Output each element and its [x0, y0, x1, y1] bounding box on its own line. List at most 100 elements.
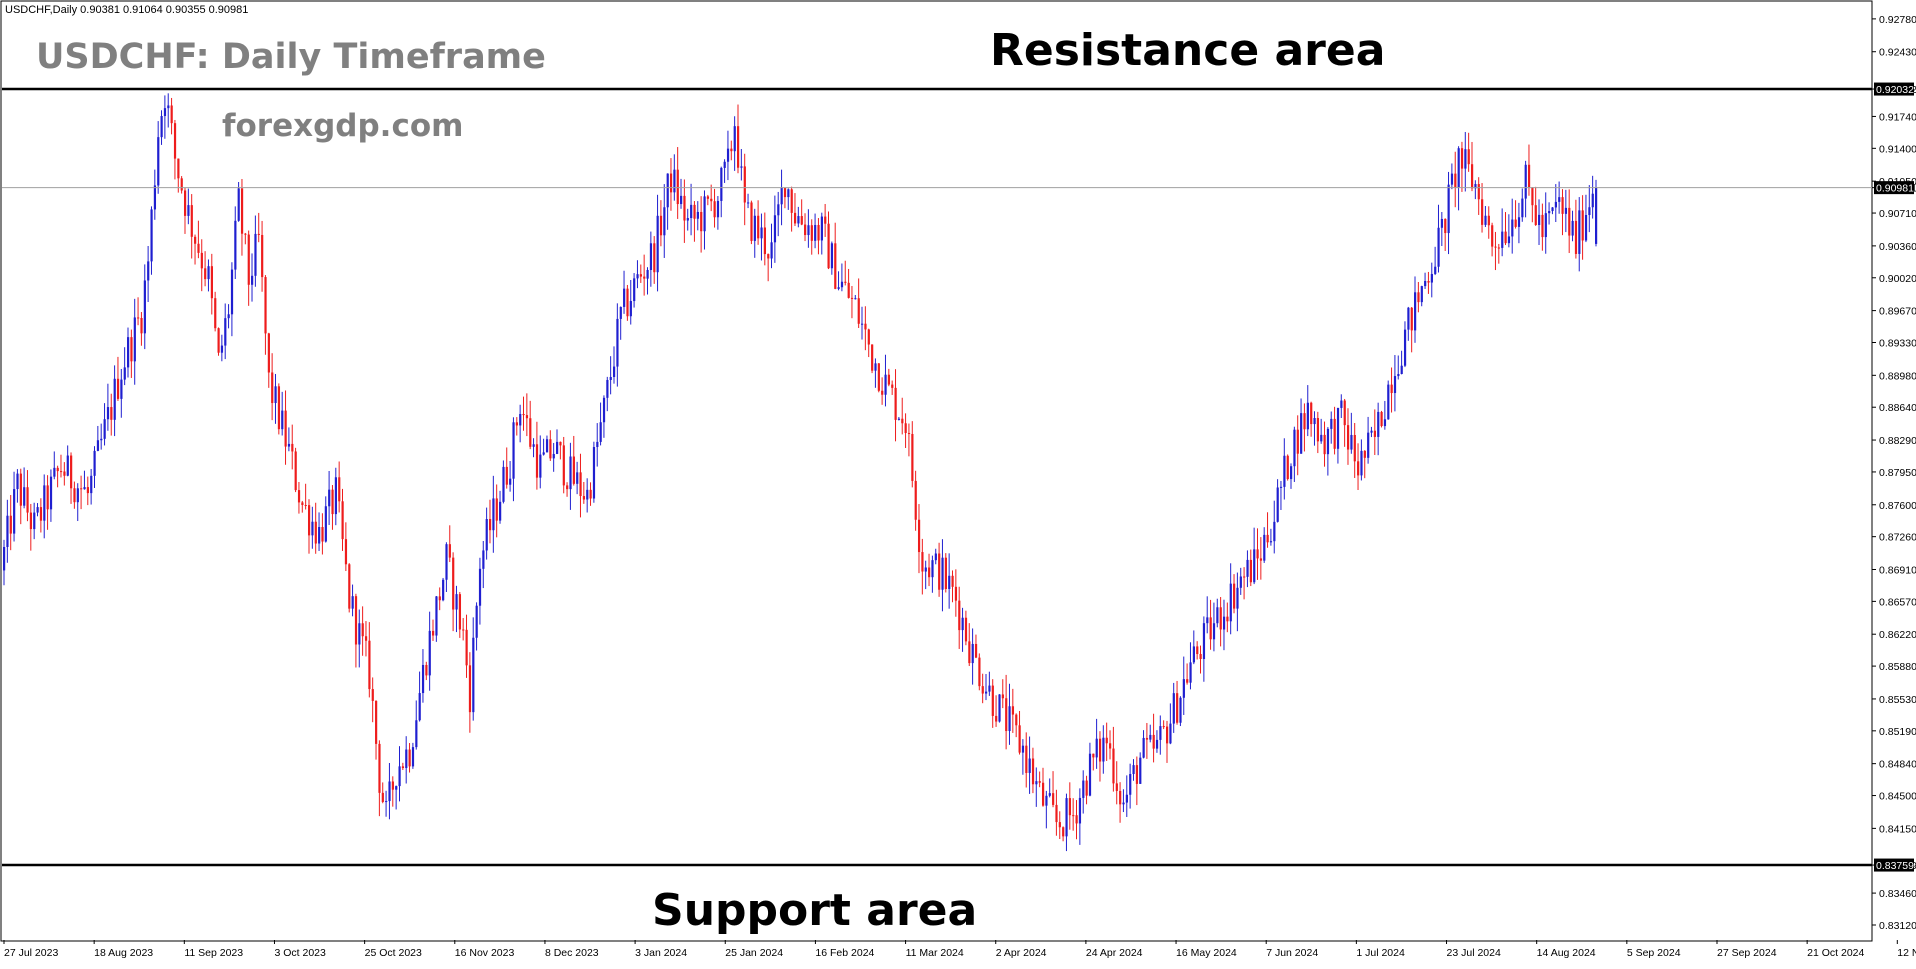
candle [696, 201, 699, 231]
candle [716, 196, 720, 230]
x-tick-label: 16 May 2024 [1176, 947, 1237, 959]
candle [790, 186, 793, 232]
candle [1293, 426, 1296, 482]
candle [1467, 132, 1470, 172]
candle [666, 173, 669, 230]
candle [1316, 411, 1320, 454]
candle [968, 623, 971, 666]
candle [924, 560, 927, 590]
candle [1474, 180, 1477, 200]
candle [1139, 752, 1142, 784]
candle [116, 356, 120, 401]
candle [1095, 718, 1098, 769]
candle [1320, 418, 1323, 444]
candle [948, 553, 951, 609]
candle [418, 671, 421, 722]
candle [398, 746, 401, 802]
candle [572, 435, 575, 486]
candle [669, 158, 673, 211]
x-tick-label: 16 Nov 2023 [455, 947, 515, 959]
candle [750, 200, 753, 245]
candle [512, 417, 515, 502]
candle [612, 346, 616, 384]
candle [502, 460, 505, 504]
candle [499, 490, 502, 524]
candle [1065, 793, 1068, 852]
candle [1102, 725, 1105, 774]
candle [1417, 281, 1420, 313]
candle [1172, 682, 1175, 733]
candle [1233, 574, 1236, 614]
candle [1457, 146, 1460, 211]
candle [19, 468, 22, 525]
candle [1501, 208, 1504, 257]
candle [478, 557, 482, 625]
candle [623, 270, 626, 314]
candle [525, 393, 529, 437]
candle [217, 327, 220, 356]
candle [767, 253, 770, 282]
y-tick-label: 0.83120 [1879, 920, 1916, 932]
candle [140, 312, 143, 346]
candle [797, 206, 800, 228]
candle [586, 478, 589, 513]
candle [224, 303, 227, 360]
candle [294, 447, 297, 493]
candle [1072, 798, 1075, 831]
candle [552, 442, 555, 472]
candle [1393, 355, 1397, 412]
candle [36, 503, 39, 517]
candle [351, 584, 354, 617]
candle [1380, 410, 1383, 428]
candle [1591, 175, 1594, 219]
candle [1243, 567, 1246, 600]
x-tick-label: 5 Sep 2024 [1627, 947, 1681, 959]
candle [1239, 567, 1242, 595]
candle [1290, 463, 1293, 489]
y-tick-label: 0.87600 [1879, 500, 1916, 512]
candle [167, 93, 170, 128]
candle [1082, 770, 1085, 814]
candle [720, 166, 723, 218]
candle [271, 353, 274, 421]
candle [1491, 222, 1494, 257]
candle [421, 649, 425, 703]
x-tick-label: 23 Jul 2024 [1447, 947, 1501, 959]
candle [1169, 703, 1172, 745]
candle [465, 614, 468, 678]
candle [576, 461, 579, 495]
x-tick-label: 2 Apr 2024 [996, 947, 1047, 959]
candle [743, 153, 746, 226]
candle [1511, 198, 1514, 254]
candle [1155, 730, 1159, 753]
candle [1454, 151, 1457, 208]
candle [854, 295, 857, 300]
candle [204, 251, 207, 287]
candle [1122, 789, 1125, 813]
candle [76, 483, 79, 522]
candle [1531, 187, 1534, 223]
candle [318, 512, 321, 552]
candle [680, 178, 683, 209]
candle [777, 191, 780, 237]
candle [810, 219, 813, 255]
candle [914, 470, 917, 531]
candle [713, 188, 716, 228]
candle [599, 402, 602, 446]
candle [1336, 407, 1340, 464]
candle [1279, 480, 1283, 510]
candle [1115, 761, 1118, 805]
candle [867, 328, 870, 358]
x-tick-label: 11 Sep 2023 [184, 947, 243, 959]
candle [1333, 406, 1336, 455]
candle [944, 553, 947, 593]
candle [998, 694, 1001, 723]
candle [314, 502, 317, 554]
candle [234, 206, 237, 279]
candle [676, 147, 679, 219]
candle [646, 267, 649, 295]
candle [1109, 730, 1112, 760]
candle [1283, 438, 1286, 500]
candle [1135, 756, 1139, 806]
